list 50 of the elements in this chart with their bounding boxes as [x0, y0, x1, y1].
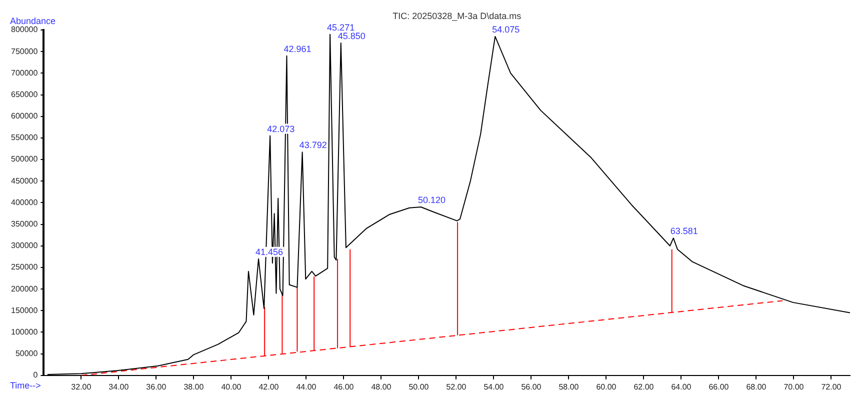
x-tick-label: 52.00 — [446, 382, 467, 392]
y-tick-label: 700000 — [10, 68, 38, 78]
x-tick-label: 60.00 — [596, 382, 617, 392]
x-tick-label: 68.00 — [746, 382, 767, 392]
y-tick-label: 100000 — [10, 327, 38, 336]
y-tick-label: 500000 — [10, 154, 38, 164]
x-tick-label: 36.00 — [146, 382, 167, 392]
y-tick-label: 750000 — [10, 46, 38, 56]
annotation: 50.120 — [418, 195, 446, 205]
y-tick-label: 200000 — [10, 284, 38, 294]
x-tick-label: 56.00 — [521, 382, 542, 392]
annotation: 54.075 — [492, 24, 520, 34]
y-tick-label: 150000 — [10, 306, 38, 315]
y-tick-label: 300000 — [10, 241, 38, 250]
chart-title: TIC: 20250328_M-3a D\data.ms — [392, 10, 522, 21]
y-tick-label: 250000 — [10, 262, 38, 272]
x-axis-title: Time--> — [10, 380, 41, 390]
x-tick-label: 50.00 — [408, 382, 430, 392]
annotation: 45.850 — [338, 30, 366, 41]
y-tick-label: 600000 — [10, 112, 38, 121]
x-tick-label: 34.00 — [108, 382, 130, 392]
x-tick-label: 44.00 — [296, 382, 317, 392]
y-tick-label: 800000 — [10, 25, 38, 34]
x-tick-label: 54.00 — [484, 382, 504, 392]
y-tick-label: 650000 — [10, 90, 38, 99]
y-axis-title: Abundance — [10, 16, 56, 26]
x-tick-label: 46.00 — [334, 382, 354, 392]
x-tick-label: 38.00 — [184, 382, 204, 392]
y-tick-label: 350000 — [10, 219, 38, 228]
y-tick-label: 550000 — [10, 133, 38, 142]
x-tick-label: 48.00 — [371, 382, 392, 392]
annotation: 42.073 — [267, 124, 295, 134]
x-tick-label: 42.00 — [258, 382, 280, 392]
x-tick-label: 32.00 — [71, 382, 92, 392]
annotation: 42.961 — [284, 44, 312, 54]
annotation: 41.456 — [256, 246, 284, 257]
x-tick-label: 40.00 — [221, 382, 242, 392]
x-tick-label: 66.00 — [708, 382, 730, 392]
annotation: 63.581 — [670, 226, 698, 236]
y-tick-label: 400000 — [10, 198, 38, 207]
y-tick-label: 0 — [33, 370, 38, 380]
annotation: 43.792 — [299, 140, 327, 150]
annotation: 45.271 — [327, 22, 355, 32]
x-tick-label: 64.00 — [671, 382, 692, 392]
x-tick-label: 72.00 — [821, 382, 842, 392]
y-tick-label: 50000 — [15, 349, 38, 358]
x-tick-label: 70.00 — [784, 382, 804, 392]
y-tick-label: 450000 — [10, 176, 38, 186]
x-tick-label: 58.00 — [558, 382, 580, 392]
x-tick-label: 62.00 — [634, 382, 654, 392]
